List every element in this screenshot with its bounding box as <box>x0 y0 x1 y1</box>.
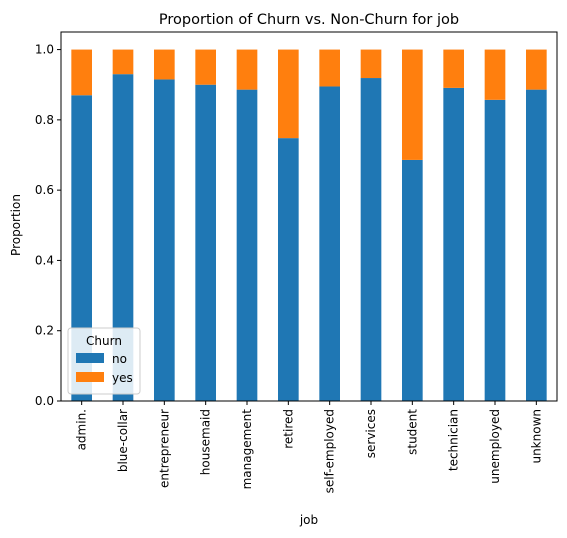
bar-no-1 <box>112 74 134 402</box>
y-tick-label: 0.6 <box>35 183 54 197</box>
x-axis-label: job <box>299 513 318 527</box>
bar-yes-5 <box>278 49 299 139</box>
bar-no-11 <box>526 89 547 402</box>
bar-no-2 <box>154 79 175 401</box>
bar-yes-6 <box>319 49 340 87</box>
y-tick-label: 0.4 <box>35 253 54 267</box>
bar-yes-10 <box>484 49 506 100</box>
bar-yes-1 <box>112 49 134 75</box>
x-tick-label: student <box>405 409 419 455</box>
x-tick-label: unknown <box>529 409 543 464</box>
bar-no-3 <box>195 84 216 401</box>
x-tick-label: management <box>240 409 254 490</box>
chart-title: Proportion of Churn vs. Non-Churn for jo… <box>159 12 459 28</box>
bar-no-0 <box>71 95 92 401</box>
legend: Churn no yes <box>67 327 141 395</box>
legend-label-no: no <box>112 352 127 366</box>
bar-no-4 <box>236 89 258 402</box>
legend-swatch-no <box>76 353 104 363</box>
bar-yes-7 <box>360 49 382 79</box>
y-tick-label: 0.0 <box>35 394 54 408</box>
bar-yes-9 <box>443 49 464 88</box>
axes-frame <box>60 31 558 402</box>
x-tick-label: technician <box>447 409 461 471</box>
bar-yes-2 <box>154 49 175 80</box>
bar-yes-0 <box>71 49 92 96</box>
x-tick-label: entrepreneur <box>157 409 171 488</box>
plot-area: 0.0 0.2 0.4 0.6 0.8 1.0 admin. blue-collar entre… <box>35 31 558 493</box>
x-tick-label: services <box>364 409 378 458</box>
y-tick-label: 1.0 <box>35 43 54 57</box>
bar-no-9 <box>443 87 464 402</box>
bar-no-7 <box>360 78 382 401</box>
y-tick-label: 0.8 <box>35 113 54 127</box>
bar-yes-3 <box>195 49 216 85</box>
bar-no-8 <box>402 159 423 401</box>
legend-title: Churn <box>86 334 122 348</box>
bar-no-5 <box>278 138 299 402</box>
x-tick-label: retired <box>281 409 295 449</box>
legend-label-yes: yes <box>112 371 133 385</box>
y-tick-label: 0.2 <box>35 324 54 338</box>
bar-no-6 <box>319 86 340 401</box>
x-tick-label: housemaid <box>199 409 213 475</box>
bar-yes-11 <box>526 49 547 90</box>
x-tick-label: admin. <box>75 409 89 450</box>
x-tick-label: blue-collar <box>116 409 130 472</box>
x-tick-label: unemployed <box>488 409 502 484</box>
x-tick-label: self-employed <box>323 409 337 493</box>
legend-swatch-yes <box>76 372 104 382</box>
bar-no-10 <box>484 99 506 401</box>
y-axis-label: Proportion <box>9 194 23 256</box>
bar-yes-4 <box>236 49 258 90</box>
bar-yes-8 <box>402 49 423 160</box>
